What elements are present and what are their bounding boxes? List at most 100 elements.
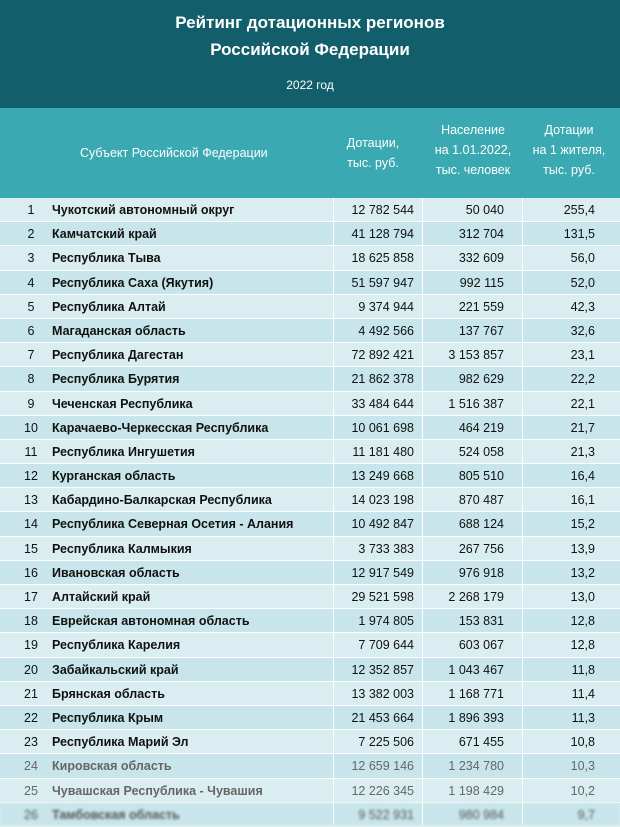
per-capita-value: 22,2: [570, 372, 595, 387]
region-name: Республика Дагестан: [52, 348, 184, 363]
table-row: 22 Республика Крым 21 453 664 1 896 393 11,3: [0, 705, 620, 731]
row-number: 10: [24, 420, 38, 435]
population-value: 992 115: [459, 275, 504, 290]
per-capita-value: 22,1: [570, 396, 595, 411]
column-header-subject: Субъект Российской Федерации: [80, 146, 268, 160]
table-row: 15 Республика Калмыкия 3 733 383 267 756 13,…: [0, 536, 620, 561]
column-divider: [522, 198, 523, 825]
population-value: 267 756: [458, 541, 504, 556]
row-number: 6: [27, 323, 35, 338]
region-name: Алтайский край: [52, 590, 151, 604]
population-value: 671 455: [458, 735, 504, 750]
dotation-value: 4 492 566: [358, 323, 414, 338]
row-number: 15: [24, 541, 38, 556]
dotation-value: 29 521 598: [351, 590, 414, 604]
region-name: Республика Крым: [52, 710, 164, 725]
region-name: Забайкальский край: [52, 662, 179, 677]
per-capita-value: 10,2: [570, 783, 595, 798]
page-title-line1: Рейтинг дотационных регионов: [175, 13, 445, 32]
dotation-value: 12 352 857: [351, 662, 414, 677]
per-capita-value: 21,3: [570, 444, 595, 459]
region-name: Республика Алтай: [52, 299, 166, 314]
region-name: Еврейская автономная область: [52, 614, 250, 629]
per-capita-value: 9,7: [577, 807, 595, 822]
dotation-value: 33 484 644: [351, 396, 414, 411]
column-header-population: Население на 1.01.2022, тыс. человек: [434, 123, 512, 177]
per-capita-value: 21,7: [570, 420, 595, 435]
population-value: 2 268 179: [448, 590, 504, 604]
table-row: 5 Республика Алтай 9 374 944 221 559 42,3: [0, 294, 620, 319]
row-number: 14: [24, 517, 38, 532]
region-name: Ивановская область: [52, 565, 180, 580]
population-value: 221 559: [458, 299, 504, 314]
dotation-value: 11 181 480: [352, 444, 414, 459]
region-name: Республика Тыва: [52, 251, 161, 266]
table-header-banner: Рейтинг дотационных регионов Российской …: [0, 0, 620, 108]
population-value: 332 609: [458, 251, 504, 266]
region-name: Республика Ингушетия: [52, 444, 195, 459]
per-capita-value: 11,4: [571, 686, 595, 701]
table-row: 6 Магаданская область 4 492 566 137 767 32,6: [0, 318, 620, 344]
per-capita-value: 13,9: [570, 541, 595, 556]
row-number: 24: [24, 759, 38, 774]
region-name: Республика Саха (Якутия): [52, 275, 214, 290]
row-number: 11: [24, 444, 38, 459]
row-number: 12: [24, 469, 38, 484]
dotation-value: 9 522 931: [358, 807, 414, 822]
dotation-value: 13 382 003: [351, 686, 414, 701]
population-value: 3 153 857: [448, 348, 504, 363]
table-row: 26 Тамбовская область 9 522 931 980 984 9,7: [0, 802, 620, 827]
dotation-value: 1 974 805: [358, 614, 414, 629]
population-value: 1 043 467: [448, 662, 504, 677]
dotation-value: 7 225 506: [358, 735, 414, 750]
row-number: 20: [24, 662, 38, 677]
table-row: 3 Республика Тыва 18 625 858 332 609 56,0: [0, 246, 620, 271]
row-number: 26: [24, 807, 38, 822]
dotation-value: 9 374 944: [358, 299, 414, 314]
per-capita-value: 131,5: [563, 227, 595, 242]
population-value: 688 124: [458, 517, 504, 532]
row-number: 22: [24, 710, 38, 725]
population-value: 137 767: [458, 323, 504, 338]
region-name: Курганская область: [52, 469, 176, 484]
column-divider: [422, 198, 423, 825]
data-table: 1 Чукотский автономный округ 12 782 544 50 …: [0, 198, 620, 827]
region-name: Кировская область: [52, 759, 172, 774]
table-row: 18 Еврейская автономная область 1 974 805 1…: [0, 609, 620, 634]
table-row: 20 Забайкальский край 12 352 857 1 043 467 1…: [0, 657, 620, 682]
row-number: 7: [27, 348, 35, 363]
table-row: 21 Брянская область 13 382 003 1 168 771 11,…: [0, 681, 620, 706]
dotation-value: 12 226 345: [351, 783, 414, 798]
population-value: 153 831: [458, 614, 504, 629]
row-number: 13: [24, 493, 38, 508]
table-row: 23 Республика Марий Эл 7 225 506 671 455 10,…: [0, 730, 620, 755]
dotation-value: 12 659 146: [351, 759, 414, 774]
row-number: 19: [24, 638, 38, 653]
column-divider: [333, 198, 334, 825]
dotation-value: 21 862 378: [351, 372, 414, 387]
per-capita-value: 11,3: [571, 710, 595, 725]
region-name: Чеченская Республика: [52, 396, 193, 411]
population-value: 1 516 387: [448, 396, 504, 411]
per-capita-value: 13,2: [570, 565, 595, 580]
dotation-value: 10 492 847: [351, 517, 414, 532]
population-value: 524 058: [458, 444, 504, 459]
per-capita-value: 16,4: [570, 469, 595, 484]
region-name: Кабардино-Балкарская Республика: [52, 493, 272, 508]
table-row: 1 Чукотский автономный округ 12 782 544 50 …: [0, 198, 620, 223]
population-value: 1 168 771: [448, 686, 504, 701]
row-number: 5: [27, 299, 35, 314]
dotation-value: 18 625 858: [351, 251, 414, 266]
table-row: 16 Ивановская область 12 917 549 976 918 13,…: [0, 560, 620, 585]
column-header-per-capita: Дотации на 1 жителя, тыс. руб.: [532, 123, 606, 177]
year-label: 2022 год: [286, 78, 334, 92]
population-value: 976 918: [458, 565, 504, 580]
row-number: 21: [24, 686, 38, 701]
table-row: 8 Республика Бурятия 21 862 378 982 629 22,2: [0, 367, 620, 392]
per-capita-value: 255,4: [563, 203, 595, 217]
table-row: 17 Алтайский край 29 521 598 2 268 179 13,0: [0, 585, 620, 610]
per-capita-value: 42,3: [570, 299, 595, 314]
row-number: 4: [27, 275, 35, 290]
dotation-value: 12 917 549: [351, 565, 414, 580]
region-name: Республика Калмыкия: [52, 541, 192, 556]
